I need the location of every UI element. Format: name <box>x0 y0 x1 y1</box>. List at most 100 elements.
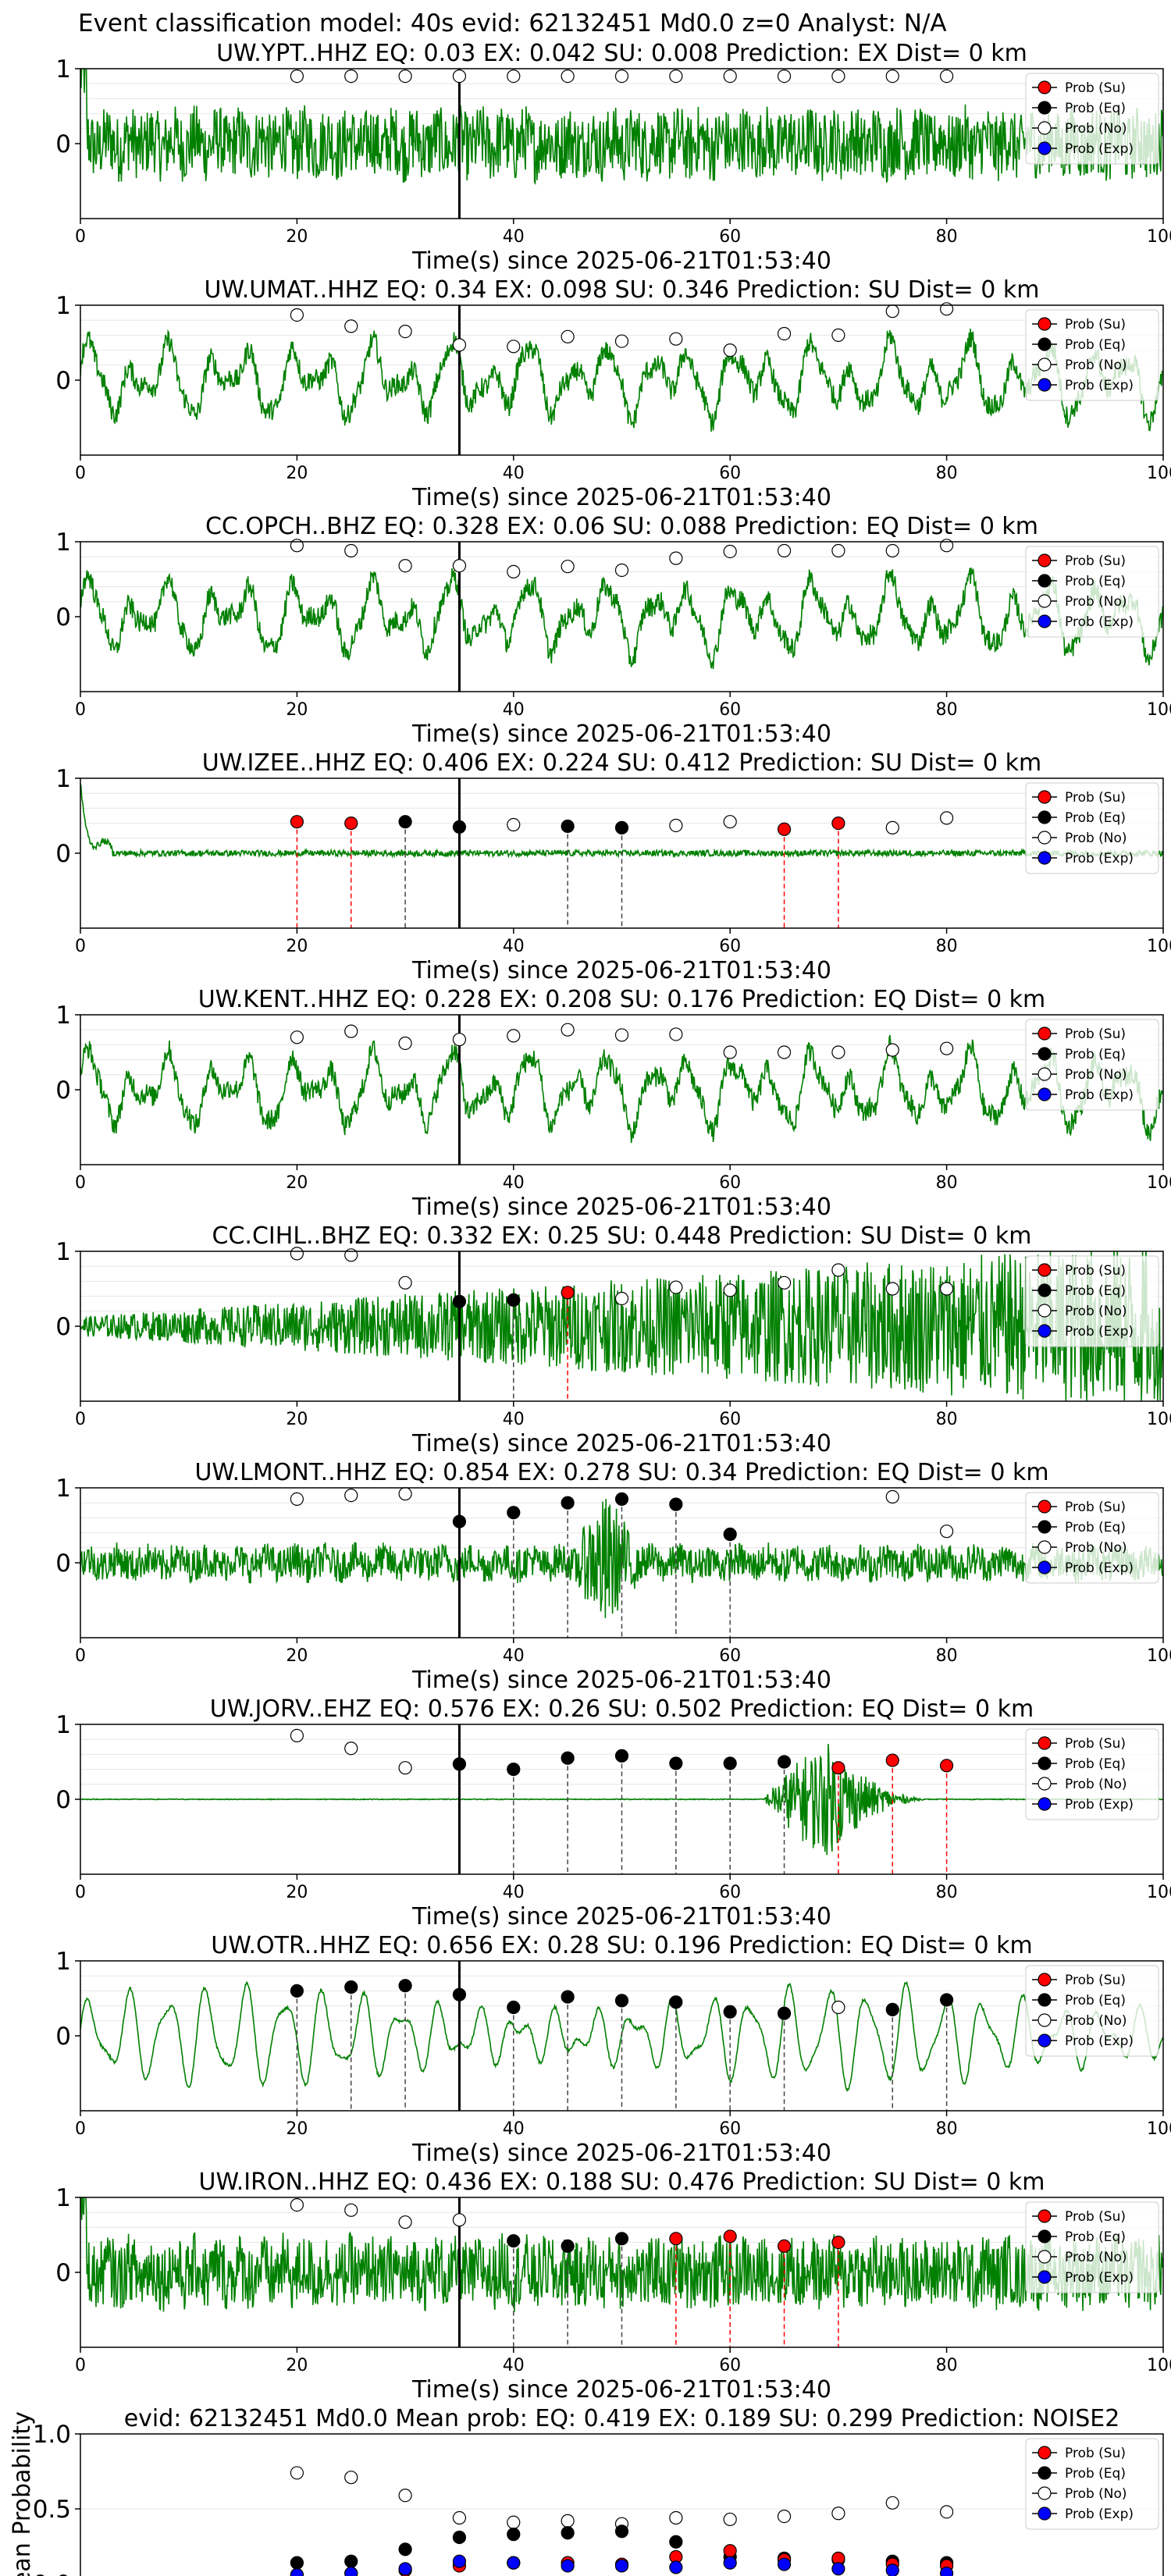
prob-marker-eq <box>669 1756 683 1770</box>
legend-marker-su <box>1038 80 1052 94</box>
prob-marker-no <box>777 1045 792 1059</box>
legend-box <box>1025 782 1159 874</box>
prob-marker-no <box>885 1282 899 1296</box>
mean-prob-marker-no <box>452 2510 467 2525</box>
panel-10: UW.IRON..HHZ EQ: 0.436 EX: 0.188 SU: 0.4… <box>55 2169 1171 2403</box>
panel-7: UW.LMONT..HHZ EQ: 0.854 EX: 0.278 SU: 0.… <box>55 1459 1171 1694</box>
prob-marker-no <box>669 1027 683 1041</box>
legend-marker-exp <box>1038 2270 1052 2284</box>
legend-marker-su <box>1038 2209 1052 2223</box>
prob-marker-no <box>669 551 683 565</box>
x-tick-label: 40 <box>503 464 525 483</box>
x-tick-label: 0 <box>75 227 86 247</box>
prob-marker-no <box>885 543 899 558</box>
mean-prob-marker-eq <box>452 2530 467 2545</box>
prob-marker-eq <box>507 1763 521 1777</box>
panel-title: UW.LMONT..HHZ EQ: 0.854 EX: 0.278 SU: 0.… <box>194 1459 1048 1486</box>
prob-marker-eq <box>723 1756 737 1770</box>
prob-marker-no <box>507 564 521 579</box>
prob-marker-no <box>452 69 467 84</box>
mean-prob-marker-no <box>885 2496 899 2510</box>
panel-6: CC.CIHL..BHZ EQ: 0.332 EX: 0.25 SU: 0.44… <box>55 1222 1171 1457</box>
panel-3: CC.OPCH..BHZ EQ: 0.328 EX: 0.06 SU: 0.08… <box>55 513 1171 748</box>
x-tick-label: 60 <box>719 2356 741 2375</box>
x-tick-label: 60 <box>719 700 741 720</box>
legend-label-no: Prob (No) <box>1065 1304 1127 1319</box>
legend-marker-no <box>1038 2250 1052 2264</box>
x-tick-label: 0 <box>75 937 86 956</box>
legend: Prob (Su) Prob (Eq) Prob (No) Prob (Exp) <box>1025 1255 1159 1347</box>
legend-marker-eq <box>1038 1756 1052 1770</box>
y-tick-label: 0 <box>55 367 71 395</box>
prob-marker-su <box>777 822 792 836</box>
prob-marker-eq <box>561 1496 575 1510</box>
legend-label-exp: Prob (Exp) <box>1065 141 1134 157</box>
legend: Prob (Su) Prob (Eq) Prob (No) Prob (Exp) <box>1025 2438 1159 2530</box>
prob-marker-no <box>614 334 629 348</box>
legend: Prob (Su) Prob (Eq) Prob (No) Prob (Exp) <box>1025 73 1159 165</box>
prob-marker-eq <box>723 2005 737 2019</box>
legend-marker-exp <box>1038 851 1052 865</box>
x-tick-label: 80 <box>936 1646 958 1666</box>
prob-marker-eq <box>290 1984 304 1998</box>
prob-marker-su <box>723 2229 737 2243</box>
prob-marker-no <box>290 539 304 553</box>
legend-marker-exp <box>1038 1087 1052 1101</box>
prob-marker-eq <box>452 820 467 834</box>
legend-marker-su <box>1038 1973 1052 1987</box>
y-tick-label: 0 <box>55 603 71 632</box>
x-tick-label: 80 <box>936 1173 958 1193</box>
y-tick-label: 1 <box>55 1948 71 1976</box>
legend-label-eq: Prob (Eq) <box>1065 1756 1126 1772</box>
legend-marker-exp <box>1038 378 1052 392</box>
prob-marker-no <box>398 1761 412 1775</box>
prob-marker-no <box>831 543 845 558</box>
prob-marker-eq <box>507 2000 521 2015</box>
legend-marker-no <box>1038 1777 1052 1791</box>
legend-label-exp: Prob (Exp) <box>1065 378 1134 393</box>
legend-box <box>1025 1255 1159 1347</box>
prob-marker-no <box>290 1492 304 1507</box>
prob-marker-no <box>561 560 575 574</box>
x-tick-label: 100 <box>1147 1883 1171 1902</box>
x-tick-label: 40 <box>503 2356 525 2375</box>
x-tick-label: 60 <box>719 1646 741 1666</box>
legend-marker-eq <box>1038 810 1052 824</box>
x-tick-label: 100 <box>1147 700 1171 720</box>
y-tick-label: 1 <box>55 55 71 84</box>
mean-prob-marker-eq <box>669 2535 683 2549</box>
mean-prob-marker-exp <box>669 2560 683 2574</box>
figure-suptitle: Event classification model: 40s evid: 62… <box>78 9 947 37</box>
x-tick-label: 100 <box>1147 937 1171 956</box>
x-tick-label: 0 <box>75 2119 86 2139</box>
legend-label-eq: Prob (Eq) <box>1065 1993 1126 2008</box>
prob-marker-no <box>561 1023 575 1037</box>
prob-marker-su <box>831 816 845 831</box>
legend-box <box>1025 546 1159 638</box>
legend-box <box>1025 2201 1159 2293</box>
prob-marker-no <box>344 69 358 84</box>
legend-marker-no <box>1038 2013 1052 2027</box>
legend-marker-su <box>1038 317 1052 331</box>
legend-label-exp: Prob (Exp) <box>1065 1324 1134 1340</box>
prob-marker-eq <box>398 1979 412 1993</box>
legend-label-su: Prob (Su) <box>1065 317 1126 333</box>
y-tick-label: 0 <box>55 1786 71 1814</box>
legend-marker-eq <box>1038 574 1052 588</box>
prob-marker-eq <box>939 1993 954 2007</box>
mean-prob-marker-no <box>290 2466 304 2480</box>
legend-label-exp: Prob (Exp) <box>1065 1797 1134 1813</box>
mean-prob-marker-eq <box>398 2542 412 2556</box>
x-axis-label: Time(s) since 2025-06-21T01:53:40 <box>411 2376 831 2403</box>
prob-marker-no <box>452 559 467 573</box>
legend-box <box>1025 1492 1159 1584</box>
prob-marker-no <box>831 69 845 84</box>
y-tick-label: 0 <box>55 2023 71 2051</box>
legend-marker-no <box>1038 831 1052 845</box>
prob-marker-eq <box>777 2006 792 2020</box>
x-tick-label: 20 <box>286 700 308 720</box>
x-tick-label: 40 <box>503 1646 525 1666</box>
y-tick-label: 0.0 <box>33 2571 71 2576</box>
legend-marker-su <box>1038 1500 1052 1514</box>
legend-label-su: Prob (Su) <box>1065 1026 1126 1042</box>
